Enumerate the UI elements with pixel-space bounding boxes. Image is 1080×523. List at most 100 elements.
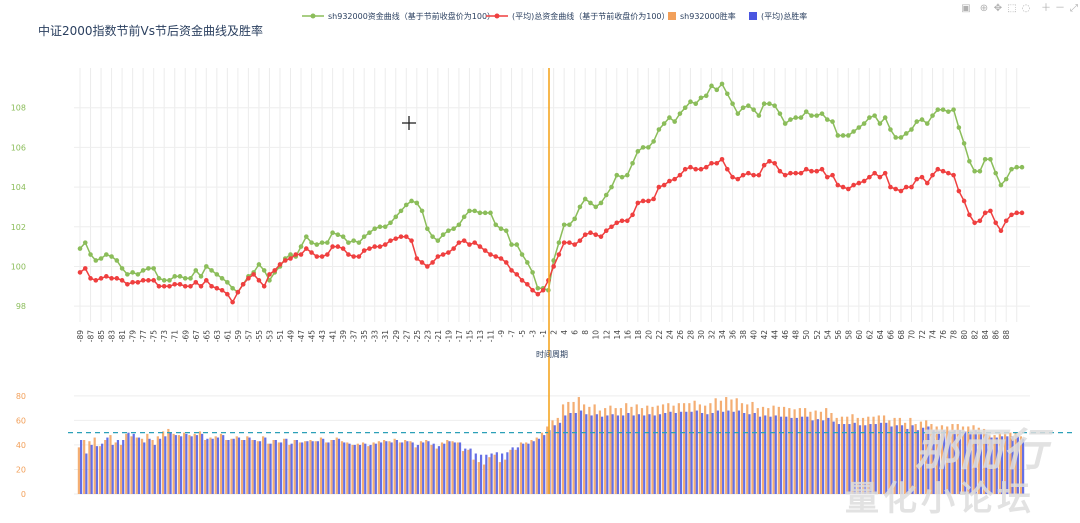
x-tick: -89 [76,330,85,342]
bar-average [243,440,246,494]
x-tick: 30 [697,330,706,340]
pan-icon[interactable]: ✥ [994,3,1002,14]
bar-sh932000 [656,405,659,494]
point-average [814,168,820,174]
zoom-out-icon[interactable]: － [1055,3,1065,14]
point-average [88,276,93,281]
point-average [635,200,641,206]
point-sh932000 [1003,176,1009,182]
bar-average [627,413,630,494]
bar-sh932000 [504,459,507,494]
bar-sh932000 [77,447,80,494]
point-average [156,283,162,289]
point-sh932000 [88,252,93,257]
point-sh932000 [472,208,477,214]
bar-average [795,417,798,494]
bar-sh932000 [582,404,586,494]
point-average [351,254,356,259]
bar-average [306,441,309,494]
point-average [803,166,809,172]
bar-average [916,430,919,494]
point-sh932000 [130,270,135,275]
legend-label: (平均)总资金曲线（基于节前收盘价为100） [512,11,670,21]
bar-sh932000 [846,416,849,494]
x-tick: -7 [508,330,517,338]
point-sh932000 [388,220,393,226]
bar-average [727,410,730,494]
point-average [525,281,530,287]
point-average [161,283,167,289]
point-average [414,256,420,261]
point-average [777,168,783,174]
bar-average [174,435,177,494]
bar-sh932000 [204,440,207,494]
bar-average [127,432,130,494]
point-average [298,252,304,257]
legend-item-3[interactable]: sh932000胜率 [668,11,736,21]
point-average [677,172,683,178]
bar-average [927,426,930,494]
point-sh932000 [782,121,788,126]
modebar[interactable]: ▣ ⊕ ✥ ⬚ ◌ ＋ － ⤢ [961,3,1078,14]
point-sh932000 [798,115,804,120]
bar-average [864,425,867,494]
bar-sh932000 [98,446,102,494]
bar-sh932000 [383,440,386,494]
bar-average [816,419,819,494]
bar-sh932000 [746,404,749,494]
point-average [314,254,320,259]
autoscale-icon[interactable]: ⤢ [1070,3,1078,14]
bar-average [953,430,956,494]
bar-sh932000 [88,441,91,494]
bar-average [469,448,472,494]
bar-sh932000 [982,428,986,494]
legend[interactable]: sh932000资金曲线（基于节前收盘价为100） (平均)总资金曲线（基于节前收… [302,11,807,21]
point-sh932000 [830,119,835,124]
point-average [77,270,83,275]
point-sh932000 [146,266,151,271]
bar-average [600,416,604,494]
x-tick: 68 [897,330,906,340]
bar-sh932000 [761,406,765,494]
point-average [782,172,788,178]
select-icon[interactable]: ⬚ [1007,3,1016,14]
point-sh932000 [303,234,309,239]
bar-average [85,453,88,494]
point-average [824,174,830,180]
bar-average [769,416,772,494]
legend-item-4[interactable]: (平均)总胜率 [749,11,807,21]
top-y-tick: 100 [11,262,26,271]
bar-sh932000 [372,442,375,494]
bar-average [522,443,525,494]
point-average [877,174,883,180]
camera-icon[interactable]: ▣ [961,3,970,14]
bar-sh932000 [340,441,344,494]
zoom-icon[interactable]: ⊕ [980,3,988,14]
point-average [372,244,378,249]
point-average [993,220,998,226]
x-tick: -47 [297,330,306,342]
point-average [788,170,793,176]
legend-item-1[interactable]: sh932000资金曲线（基于节前收盘价为100） [302,11,495,21]
x-tick: 82 [971,330,980,340]
lasso-icon[interactable]: ◌ [1022,3,1031,14]
legend-item-2[interactable]: (平均)总资金曲线（基于节前收盘价为100） [486,11,670,21]
point-sh932000 [788,117,793,122]
point-sh932000 [435,238,441,243]
x-tick: -3 [529,330,538,338]
bar-average [216,437,220,494]
bar-average [679,411,683,494]
point-average [714,160,720,166]
bar-average [164,436,167,494]
bar-average [974,430,977,494]
bar-average [401,442,404,494]
point-average [667,178,672,184]
zoom-in-icon[interactable]: ＋ [1041,3,1051,14]
point-average [630,212,635,218]
bar-average [943,430,946,494]
bar-sh932000 [272,440,275,494]
bar-sh932000 [861,417,865,494]
top-gridlines [74,68,1030,322]
top-y-tick: 102 [11,223,26,232]
x-tick: -9 [497,330,506,338]
